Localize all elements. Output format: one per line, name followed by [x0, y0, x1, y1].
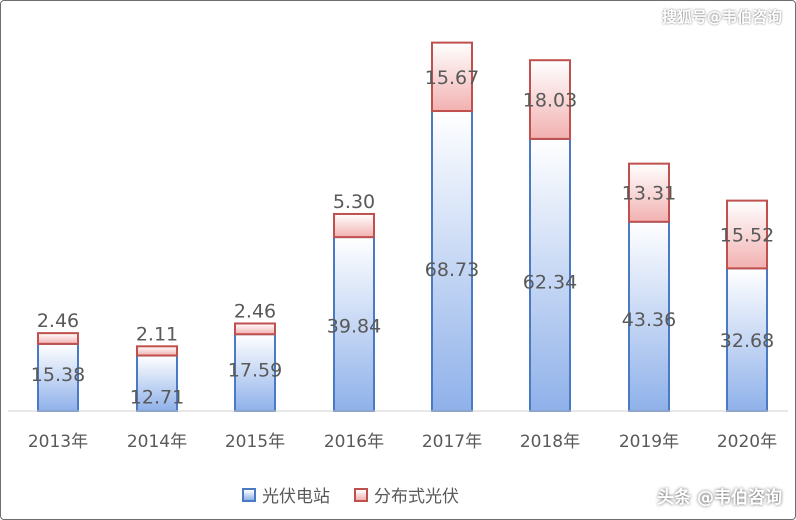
x-tick-label-2020年: 2020年: [717, 432, 777, 452]
legend-swatch-blue: [242, 487, 256, 502]
data-label-series1-2014年: 12.71: [130, 386, 184, 408]
legend: 光伏电站 分布式光伏: [242, 482, 459, 507]
data-label-series1-2016年: 39.84: [327, 316, 381, 338]
data-label-series2-2017年: 15.67: [425, 67, 479, 89]
data-label-series1-2019年: 43.36: [622, 309, 676, 331]
legend-label-series-1: 光伏电站: [262, 487, 330, 507]
watermark-top: 搜狐号@韦伯咨询: [661, 8, 782, 26]
bar-series2-2013年: [37, 332, 79, 345]
data-label-series2-2020年: 15.52: [720, 224, 774, 246]
x-tick-label-2018年: 2018年: [520, 432, 580, 452]
data-label-series2-2016年: 5.30: [333, 191, 375, 213]
data-label-series1-2017年: 68.73: [425, 259, 479, 281]
legend-item-series-1: 光伏电站: [242, 482, 330, 507]
x-tick-label-2014年: 2014年: [127, 432, 187, 452]
bar-series2-2016年: [333, 212, 375, 239]
data-label-series2-2013年: 2.46: [37, 310, 79, 332]
bar-series1-2019年: [628, 220, 670, 412]
bar-series1-2017年: [431, 110, 473, 412]
x-tick-label-2016年: 2016年: [324, 432, 384, 452]
legend-label-series-2: 分布式光伏: [374, 487, 459, 507]
data-label-series1-2015年: 17.59: [228, 359, 282, 381]
legend-swatch-red: [354, 487, 368, 502]
bar-series1-2020年: [726, 267, 768, 413]
data-label-series2-2014年: 2.11: [136, 323, 178, 345]
data-label-series1-2018年: 62.34: [523, 272, 577, 294]
x-tick-label-2013年: 2013年: [28, 432, 88, 452]
legend-item-series-2: 分布式光伏: [354, 482, 459, 507]
x-tick-label-2017年: 2017年: [422, 432, 482, 452]
bar-series2-2019年: [628, 162, 670, 223]
bar-series2-2015年: [234, 322, 276, 336]
bar-series1-2015年: [234, 333, 276, 412]
data-label-series1-2013年: 15.38: [31, 364, 85, 386]
data-label-series2-2019年: 13.31: [622, 183, 676, 205]
x-tick-label-2019年: 2019年: [619, 432, 679, 452]
watermark-bottom: 头条 @韦伯咨询: [657, 488, 782, 508]
bar-series2-2014年: [136, 345, 178, 357]
bar-series1-2018年: [529, 137, 571, 412]
bar-series2-2018年: [529, 59, 571, 140]
data-label-series2-2015年: 2.46: [234, 300, 276, 322]
bar-series2-2017年: [431, 41, 473, 113]
x-tick-label-2015年: 2015年: [225, 432, 285, 452]
data-label-series2-2018年: 18.03: [523, 90, 577, 112]
data-label-series1-2020年: 32.68: [720, 330, 774, 352]
bar-series2-2020年: [726, 199, 768, 270]
